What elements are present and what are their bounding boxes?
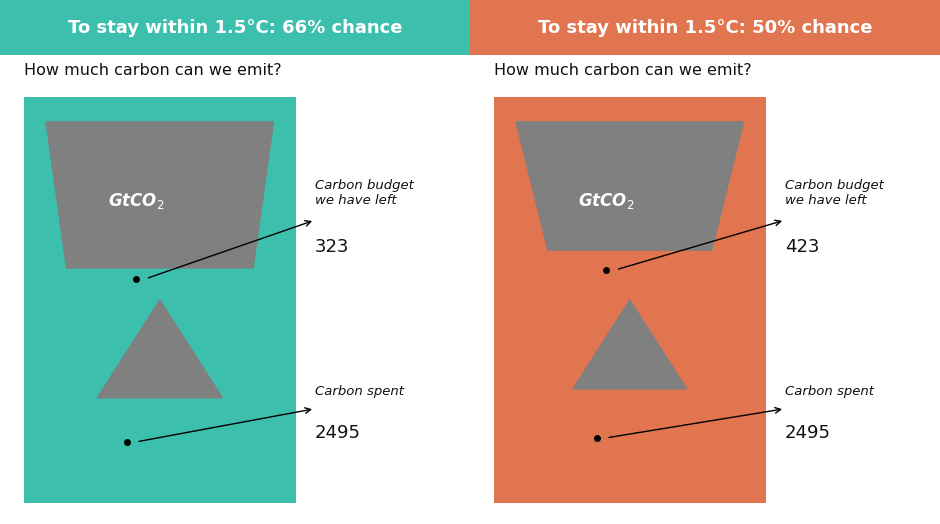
Text: How much carbon can we emit?: How much carbon can we emit? bbox=[494, 63, 751, 78]
FancyBboxPatch shape bbox=[0, 0, 470, 55]
Text: GtCO$_2$: GtCO$_2$ bbox=[578, 191, 635, 211]
FancyBboxPatch shape bbox=[46, 122, 274, 478]
Text: 2495: 2495 bbox=[315, 424, 361, 442]
Polygon shape bbox=[46, 122, 274, 268]
Polygon shape bbox=[67, 268, 253, 300]
Text: 323: 323 bbox=[315, 238, 350, 256]
Polygon shape bbox=[516, 122, 744, 300]
Polygon shape bbox=[46, 300, 274, 478]
Text: How much carbon can we emit?: How much carbon can we emit? bbox=[24, 63, 281, 78]
Polygon shape bbox=[548, 250, 712, 300]
FancyBboxPatch shape bbox=[274, 122, 296, 478]
FancyBboxPatch shape bbox=[24, 97, 296, 122]
Polygon shape bbox=[516, 300, 744, 478]
Polygon shape bbox=[516, 122, 744, 250]
Text: GtCO$_2$: GtCO$_2$ bbox=[108, 191, 164, 211]
Text: Carbon budget
we have left: Carbon budget we have left bbox=[785, 179, 884, 207]
FancyBboxPatch shape bbox=[24, 122, 46, 478]
FancyBboxPatch shape bbox=[494, 97, 766, 122]
Text: To stay within 1.5°C: 50% chance: To stay within 1.5°C: 50% chance bbox=[538, 18, 872, 37]
FancyBboxPatch shape bbox=[470, 0, 940, 55]
Text: 423: 423 bbox=[785, 238, 820, 256]
Text: Carbon budget
we have left: Carbon budget we have left bbox=[315, 179, 414, 207]
Text: Carbon spent: Carbon spent bbox=[785, 385, 874, 398]
Polygon shape bbox=[46, 122, 274, 300]
Polygon shape bbox=[97, 300, 223, 398]
FancyBboxPatch shape bbox=[516, 122, 744, 478]
Text: 2495: 2495 bbox=[785, 424, 831, 442]
Text: Carbon spent: Carbon spent bbox=[315, 385, 404, 398]
Text: To stay within 1.5°C: 66% chance: To stay within 1.5°C: 66% chance bbox=[68, 18, 402, 37]
FancyBboxPatch shape bbox=[494, 122, 516, 478]
FancyBboxPatch shape bbox=[494, 478, 766, 503]
FancyBboxPatch shape bbox=[24, 478, 296, 503]
FancyBboxPatch shape bbox=[744, 122, 766, 478]
Polygon shape bbox=[572, 300, 686, 389]
